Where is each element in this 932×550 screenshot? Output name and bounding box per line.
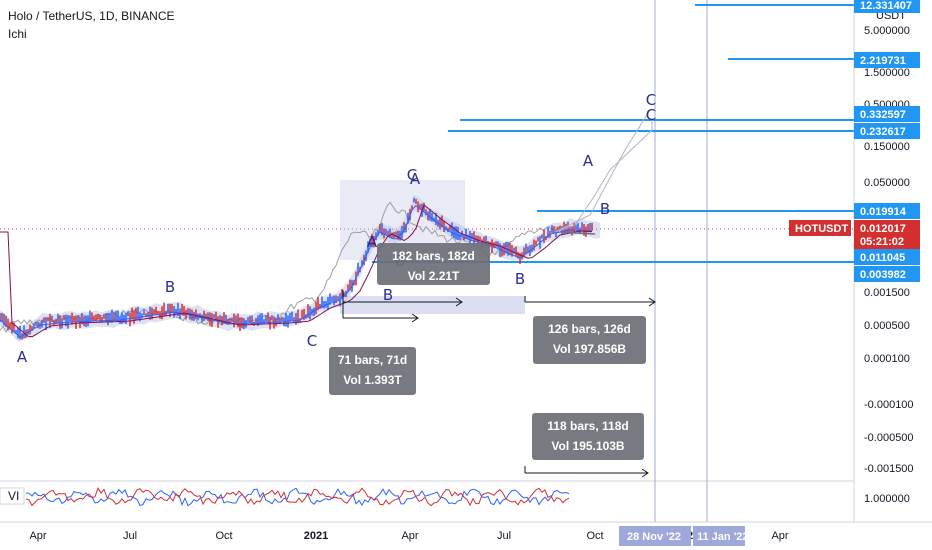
wave-label: B [515, 270, 525, 288]
measure-box-line2: Vol 2.21T [408, 269, 460, 283]
price-tag-label: 0.019914 [860, 206, 907, 218]
measure-arrow [641, 468, 649, 478]
price-tag [854, 249, 920, 265]
wave-label: A [367, 233, 378, 251]
price-tag [854, 220, 920, 236]
price-tag [854, 106, 920, 122]
price-tag-label: 0.332597 [860, 109, 906, 121]
wave-label: A [583, 152, 594, 170]
measure-box [532, 413, 644, 460]
price-tag-label: 0.232617 [860, 126, 906, 138]
price-axis-tick: 0.001500 [864, 287, 910, 299]
chart-title: Holo / TetherUS, 1D, BINANCE [8, 9, 175, 23]
measure-box-line1: 118 bars, 118d [547, 419, 628, 433]
vi-axis-value: 1.000000 [864, 493, 910, 505]
vi-minus-line [25, 487, 570, 507]
wave-label: B [165, 278, 175, 296]
price-axis-tick: 0.000100 [864, 353, 910, 365]
projection-path [554, 109, 651, 233]
measure-box [377, 243, 490, 285]
crosshair-time-tag [619, 526, 691, 546]
price-axis-tick: 5.000000 [864, 25, 910, 37]
price-tag-label: 12.331407 [860, 0, 912, 12]
time-axis-label: Oct [586, 530, 603, 542]
price-tag-label: 0.003982 [860, 269, 906, 281]
wave-label: C [646, 106, 656, 124]
measure-arrow [411, 313, 419, 323]
wave-label: A [17, 348, 28, 366]
price-tag [854, 52, 920, 68]
projection-path [554, 120, 653, 233]
measure-box-line1: 71 bars, 71d [338, 353, 407, 367]
measure-arrow [455, 297, 463, 307]
wave-label: C [407, 166, 417, 184]
time-axis-label: 2021 [304, 530, 328, 542]
crosshair-time-tag [693, 526, 745, 546]
price-tag-label: 0.012017 [860, 223, 906, 235]
price-tag-label: 2.219731 [860, 55, 906, 67]
wave-label: C [307, 332, 317, 350]
measure-box [533, 316, 646, 364]
projection-path [559, 231, 596, 235]
price-axis-tick: -0.000100 [864, 399, 914, 411]
price-tag [854, 123, 920, 139]
time-axis-label: Jul [123, 530, 137, 542]
measure-box-line2: Vol 195.103B [551, 439, 624, 453]
vi-label: VI [8, 489, 19, 503]
wave-label: B [383, 286, 393, 304]
indicator-label: Ichi [8, 27, 27, 41]
crosshair-time-label: 11 Jan '22 [697, 531, 749, 543]
price-axis-tick: 1.500000 [864, 67, 910, 79]
base-line [0, 204, 593, 338]
crosshair-time-label: 28 Nov '22 [627, 531, 681, 543]
price-tag-label: 0.011045 [860, 252, 905, 264]
price-tag [854, 266, 920, 282]
price-tag [854, 233, 920, 249]
range-highlight [340, 296, 525, 314]
price-axis-tick: 0.000500 [864, 320, 910, 332]
wave-label: B [600, 200, 610, 218]
measure-box [329, 347, 416, 395]
price-axis-tick: 0.050000 [864, 177, 910, 189]
price-axis-tick: -0.000500 [864, 432, 914, 444]
price-axis-tick: 0.150000 [864, 141, 910, 153]
conversion-line [0, 204, 593, 338]
price-axis-tick: -0.001500 [864, 463, 914, 475]
time-axis-label: Jul [497, 530, 511, 542]
symbol-tag [789, 220, 851, 236]
time-axis-label: Apr [401, 530, 418, 542]
price-tag [854, 0, 920, 13]
lagging-span [0, 201, 559, 334]
wave-label: C [646, 91, 656, 109]
price-tag [854, 203, 920, 219]
measure-box-line2: Vol 197.856B [553, 342, 626, 356]
measure-arrow [648, 297, 656, 307]
measure-box-line1: 126 bars, 126d [548, 322, 631, 336]
wave-label: A [410, 170, 421, 188]
time-axis-label: Apr [29, 530, 46, 542]
time-axis-label: Apr [771, 530, 788, 542]
measure-box-line1: 182 bars, 182d [392, 249, 475, 263]
vi-plus-line [25, 487, 570, 507]
vi-label-box [0, 487, 25, 505]
measure-box-line2: Vol 1.393T [343, 373, 402, 387]
time-axis-label: Oct [215, 530, 232, 542]
symbol-tag-label: HOTUSDT [795, 223, 848, 235]
price-tag-label: 05:21:02 [860, 236, 904, 248]
